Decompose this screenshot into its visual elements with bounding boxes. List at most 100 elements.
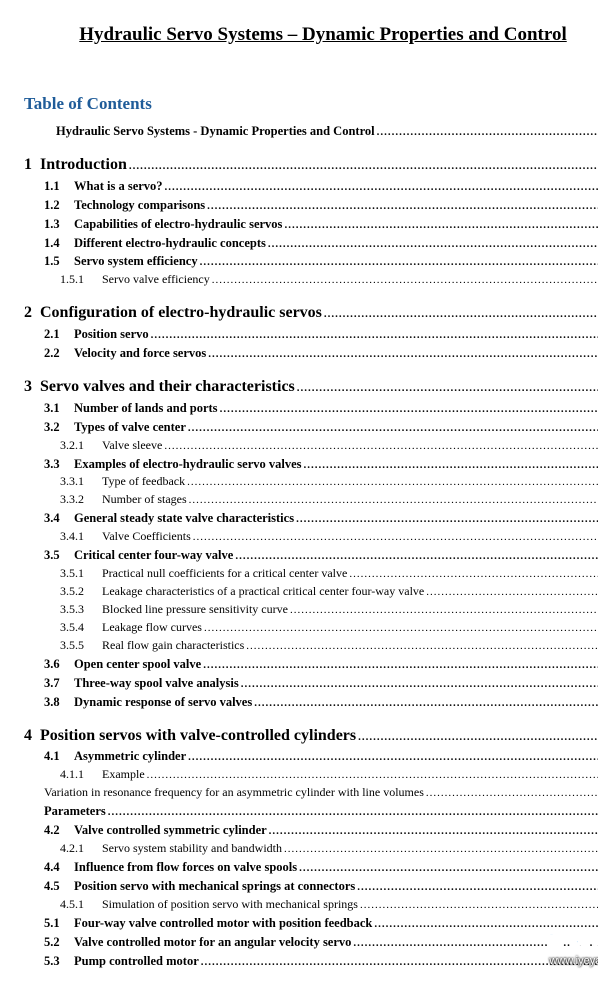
toc-entry: 4.1.1Example37 xyxy=(60,766,598,784)
toc-entry-label: Number of stages xyxy=(102,491,187,508)
toc-entry: 1.2Technology comparisons5 xyxy=(44,196,598,215)
toc-entry-number: 1.2 xyxy=(44,196,74,214)
toc-entry: 3.2.1Valve sleeve17 xyxy=(60,437,598,455)
toc-entry-number: 3.5.5 xyxy=(60,637,102,654)
toc-leader-dots xyxy=(296,509,598,528)
toc-entry: 4.2Valve controlled symmetric cylinder39 xyxy=(44,821,598,840)
table-of-contents: Hydraulic Servo Systems - Dynamic Proper… xyxy=(24,122,598,971)
toc-entry-label: Servo valve efficiency xyxy=(102,271,210,288)
toc-entry-number: 3.5 xyxy=(44,546,74,564)
toc-entry-label: Velocity and force servos xyxy=(74,344,206,362)
toc-entry: 3.5Critical center four-way valve26 xyxy=(44,546,598,565)
toc-entry: 3.5.4Leakage flow curves28 xyxy=(60,619,598,637)
toc-entry-number: 5.3 xyxy=(44,952,74,970)
toc-entry-number: 4.5 xyxy=(44,877,74,895)
toc-leader-dots xyxy=(426,583,598,601)
toc-entry: 3.3.1Type of feedback18 xyxy=(60,473,598,491)
toc-entry-label: Four-way valve controlled motor with pos… xyxy=(74,914,372,932)
toc-entry: Parameters38 xyxy=(44,802,598,821)
toc-entry-label: Hydraulic Servo Systems - Dynamic Proper… xyxy=(56,122,375,140)
toc-entry-label: Technology comparisons xyxy=(74,196,205,214)
toc-leader-dots xyxy=(147,766,598,784)
toc-leader-dots xyxy=(129,153,598,176)
toc-entry: 5.3Pump controlled motor56 xyxy=(44,952,598,971)
toc-leader-dots xyxy=(377,122,598,141)
toc-entry: 3.7Three-way spool valve analysis32 xyxy=(44,674,598,693)
toc-entry-number: 3.5.3 xyxy=(60,601,102,618)
toc-entry-number: 5.1 xyxy=(44,914,74,932)
toc-entry: 3.5.1Practical null coefficients for a c… xyxy=(60,565,598,583)
toc-entry-number: 4.2 xyxy=(44,821,74,839)
toc-entry: 1.4Different electro-hydraulic concepts7 xyxy=(44,234,598,253)
toc-entry-label: Position servos with valve-controlled cy… xyxy=(40,724,356,747)
toc-entry: 3.3.2Number of stages19 xyxy=(60,491,598,509)
toc-entry: 3.4.1Valve Coefficients25 xyxy=(60,528,598,546)
toc-leader-dots xyxy=(193,528,598,546)
toc-leader-dots xyxy=(246,637,598,655)
toc-entry: Hydraulic Servo Systems - Dynamic Proper… xyxy=(56,122,598,141)
toc-entry-number: 3.7 xyxy=(44,674,74,692)
toc-entry: 4.5.1Simulation of position servo with m… xyxy=(60,896,598,914)
toc-entry: 1.5.1Servo valve efficiency9 xyxy=(60,271,598,289)
toc-entry: 3.5.3Blocked line pressure sensitivity c… xyxy=(60,601,598,619)
toc-entry-label: Open center spool valve xyxy=(74,655,201,673)
toc-entry: 1.1What is a servo?5 xyxy=(44,177,598,196)
toc-entry-number: 3.5.1 xyxy=(60,565,102,582)
toc-entry-number: 3.2 xyxy=(44,418,74,436)
toc-entry-number: 1.4 xyxy=(44,234,74,252)
toc-entry: 3.8Dynamic response of servo valves34 xyxy=(44,693,598,712)
toc-entry: 5.1Four-way valve controlled motor with … xyxy=(44,914,598,933)
toc-leader-dots xyxy=(360,896,598,914)
toc-leader-dots xyxy=(188,418,598,437)
toc-entry-label: Valve controlled motor for an angular ve… xyxy=(74,933,351,951)
toc-leader-dots xyxy=(207,196,598,215)
toc-entry-number: 3.4 xyxy=(44,509,74,527)
toc-entry: 4.1Asymmetric cylinder36 xyxy=(44,747,598,766)
toc-entry: 3.5.5Real flow gain characteristics29 xyxy=(60,637,598,655)
document-title: Hydraulic Servo Systems – Dynamic Proper… xyxy=(24,24,598,46)
toc-leader-dots xyxy=(200,252,598,271)
toc-entry: 3.1Number of lands and ports15 xyxy=(44,399,598,418)
toc-entry-number: 3.5.4 xyxy=(60,619,102,636)
toc-leader-dots xyxy=(212,271,598,289)
toc-entry: 1.5Servo system efficiency9 xyxy=(44,252,598,271)
toc-leader-dots xyxy=(290,601,598,619)
toc-entry-label: Influence from flow forces on valve spoo… xyxy=(74,858,297,876)
toc-entry-label: Critical center four-way valve xyxy=(74,546,233,564)
toc-entry-label: Dynamic response of servo valves xyxy=(74,693,252,711)
toc-leader-dots xyxy=(349,565,598,583)
toc-leader-dots xyxy=(358,724,598,747)
toc-leader-dots xyxy=(304,455,598,474)
toc-entry: 3.5.2Leakage characteristics of a practi… xyxy=(60,583,598,601)
toc-entry-number: 4 xyxy=(24,724,40,747)
toc-entry: 2.1Position servo13 xyxy=(44,325,598,344)
toc-entry-number: 3.6 xyxy=(44,655,74,673)
toc-leader-dots xyxy=(204,619,598,637)
toc-entry-label: General steady state valve characteristi… xyxy=(74,509,294,527)
toc-leader-dots xyxy=(235,546,598,565)
toc-entry-label: Variation in resonance frequency for an … xyxy=(44,784,424,801)
toc-leader-dots xyxy=(254,693,598,712)
toc-leader-dots xyxy=(220,399,598,418)
toc-leader-dots xyxy=(353,933,598,952)
toc-entry-number: 3.3.1 xyxy=(60,473,102,490)
toc-entry: 2Configuration of electro-hydraulic serv… xyxy=(24,301,598,325)
toc-entry: 5.2Valve controlled motor for an angular… xyxy=(44,933,598,952)
toc-heading: Table of Contents xyxy=(24,94,598,114)
toc-entry: 4.2.1Servo system stability and bandwidt… xyxy=(60,840,598,858)
toc-leader-dots xyxy=(208,344,598,363)
toc-entry-number: 3.3.2 xyxy=(60,491,102,508)
toc-leader-dots xyxy=(188,747,598,766)
toc-entry-label: Pump controlled motor xyxy=(74,952,199,970)
toc-entry-number: 2.2 xyxy=(44,344,74,362)
toc-entry-number: 3.3 xyxy=(44,455,74,473)
toc-entry-number: 4.2.1 xyxy=(60,840,102,857)
toc-entry-number: 1.5 xyxy=(44,252,74,270)
toc-entry-label: Servo system efficiency xyxy=(74,252,198,270)
toc-entry-label: Number of lands and ports xyxy=(74,399,218,417)
toc-entry: 4.4Influence from flow forces on valve s… xyxy=(44,858,598,877)
toc-entry-number: 2.1 xyxy=(44,325,74,343)
toc-entry-number: 1.1 xyxy=(44,177,74,195)
toc-entry-label: Type of feedback xyxy=(102,473,185,490)
toc-entry: 3Servo valves and their characteristics1… xyxy=(24,375,598,399)
